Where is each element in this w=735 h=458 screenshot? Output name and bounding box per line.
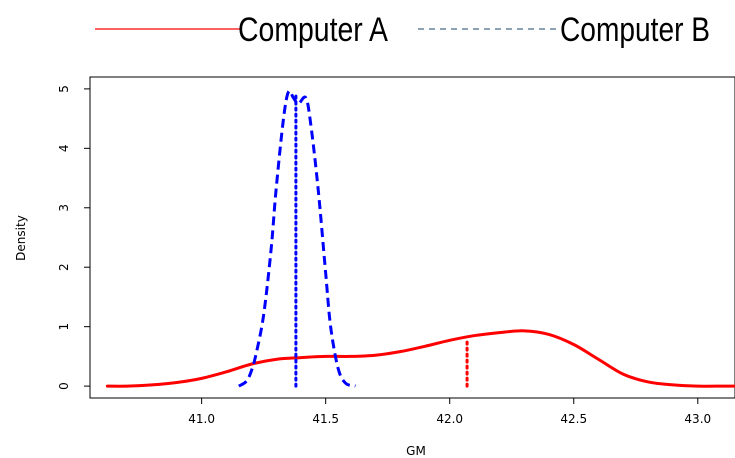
series-layer [105,89,735,388]
legend: Computer A Computer B [95,11,710,49]
y-tick-label: 2 [57,263,71,271]
y-tick-label: 0 [57,382,71,390]
x-tick-label: 43.0 [684,412,711,426]
x-axis: 41.0 41.5 42.0 42.5 43.0 [188,398,711,426]
x-tick-label: 42.5 [560,412,587,426]
x-axis-label: GM [406,444,426,458]
series-line-computer-b [238,89,356,388]
plot-frame [89,76,735,399]
y-tick-label: 3 [57,204,71,212]
y-axis-label: Density [14,215,28,261]
y-tick-label: 5 [57,85,71,93]
legend-label-computer-b: Computer B [560,11,710,49]
series-line-computer-a [105,329,735,388]
y-tick-label: 4 [57,145,71,153]
x-tick-label: 41.5 [312,412,339,426]
x-tick-label: 41.0 [188,412,215,426]
y-tick-label: 1 [57,323,71,331]
y-axis: 0 1 2 3 4 5 [57,85,90,390]
reference-lines [294,93,469,388]
legend-label-computer-a: Computer A [238,11,388,49]
x-tick-label: 42.0 [436,412,463,426]
